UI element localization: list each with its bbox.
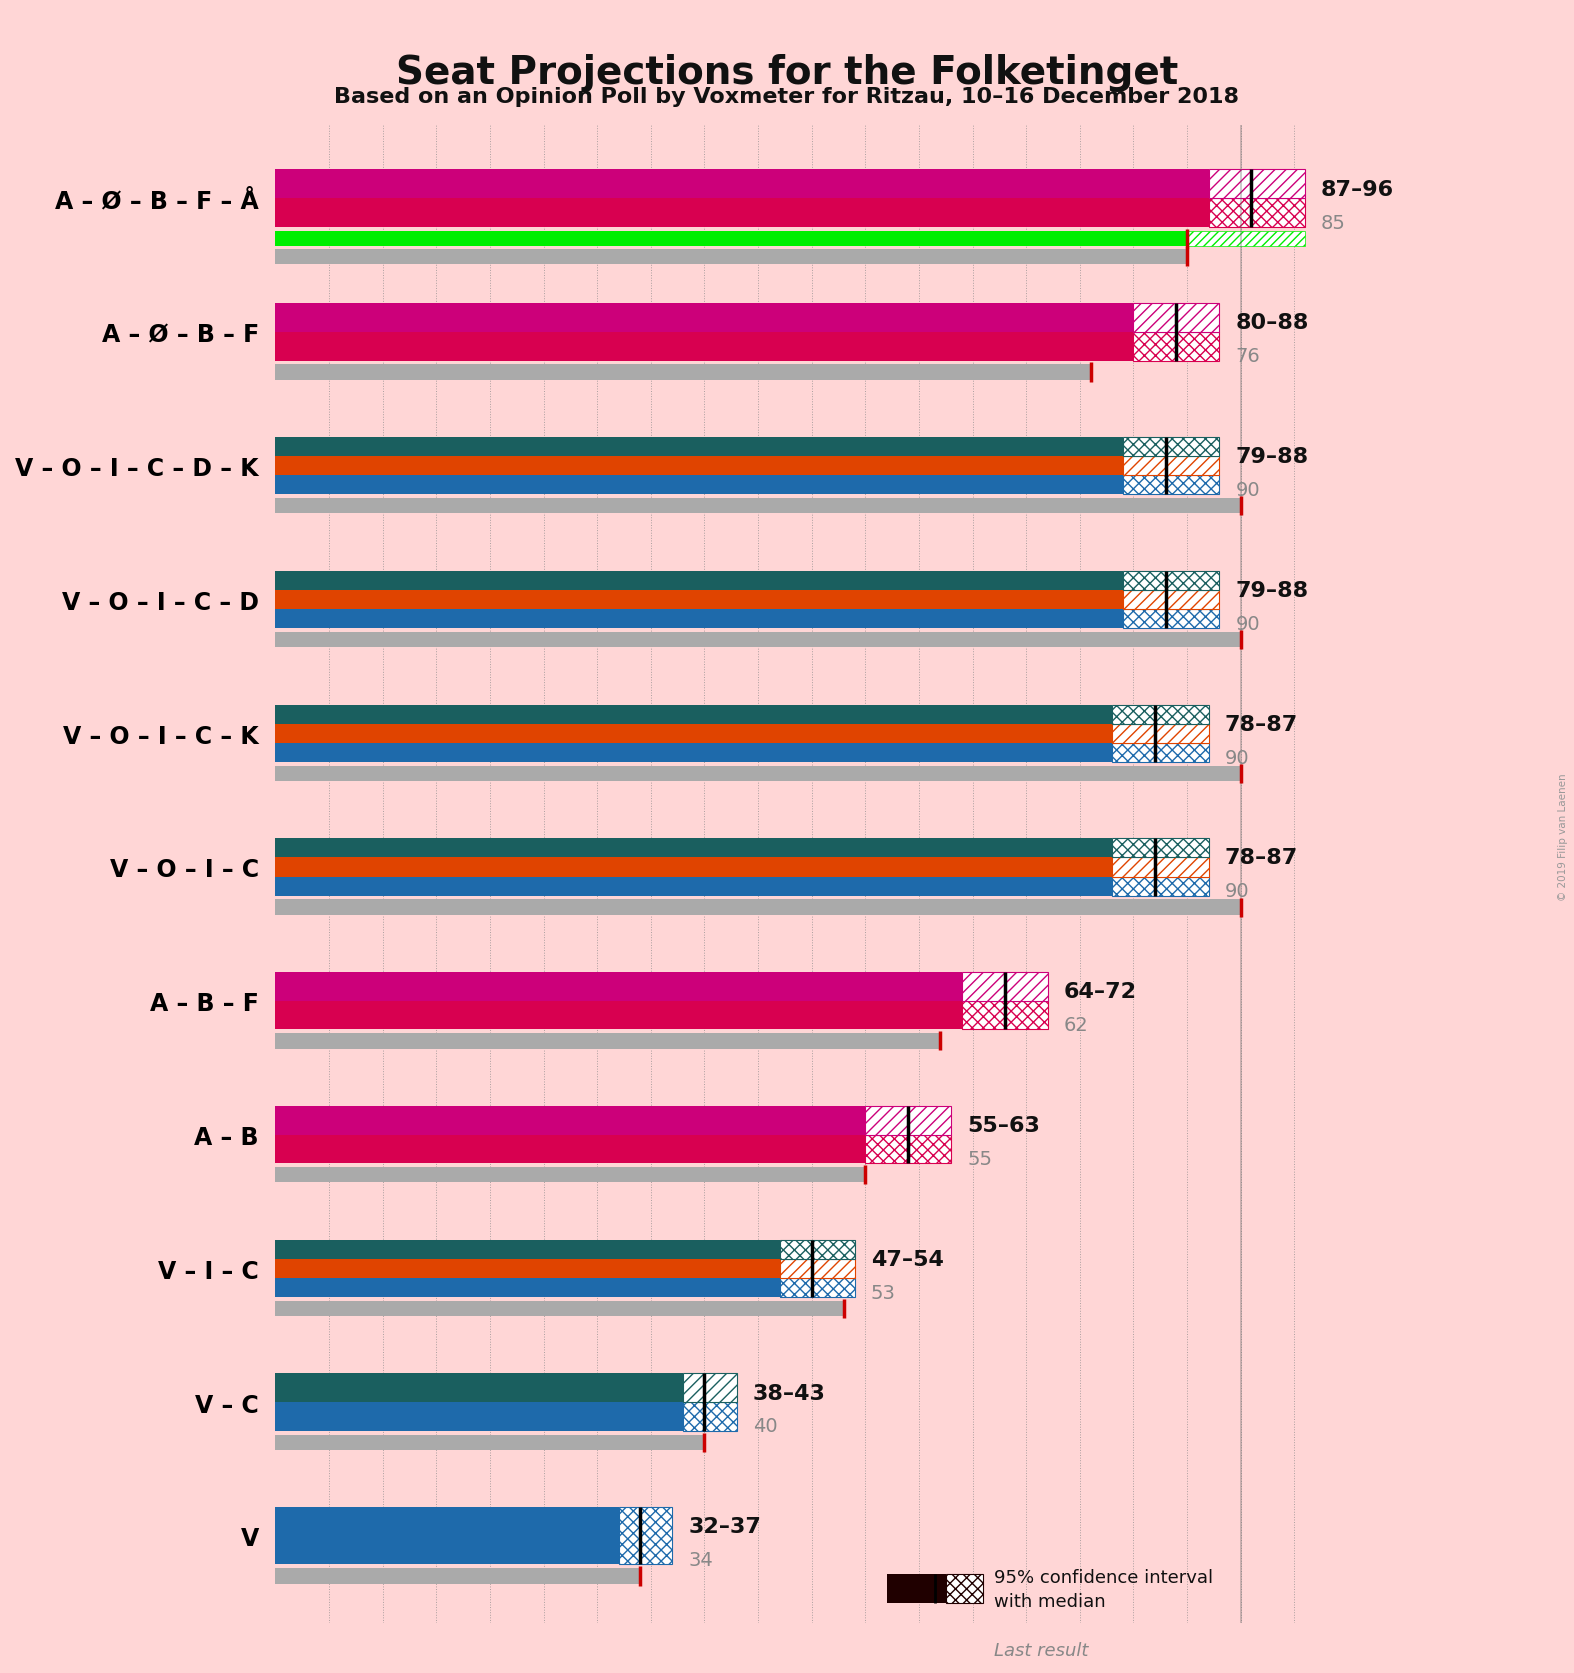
- Bar: [1122, 609, 1220, 629]
- Bar: [1209, 171, 1305, 199]
- Bar: [1122, 591, 1220, 609]
- Bar: [275, 1568, 641, 1584]
- Bar: [1209, 199, 1305, 228]
- Bar: [275, 900, 1240, 915]
- Bar: [275, 1000, 962, 1031]
- Bar: [619, 1507, 672, 1564]
- Bar: [275, 171, 1209, 199]
- Bar: [946, 1574, 984, 1603]
- Bar: [275, 632, 1240, 647]
- Text: 90: 90: [1225, 748, 1250, 768]
- Bar: [1122, 572, 1220, 591]
- Bar: [275, 704, 1111, 724]
- Bar: [275, 1240, 779, 1260]
- Bar: [1133, 304, 1220, 333]
- Bar: [275, 199, 1209, 228]
- Text: 55: 55: [966, 1149, 992, 1168]
- Text: 80–88: 80–88: [1236, 313, 1308, 333]
- Bar: [1122, 457, 1220, 475]
- Bar: [275, 591, 1122, 609]
- Bar: [866, 1106, 951, 1134]
- Text: 90: 90: [1236, 480, 1259, 500]
- Bar: [886, 1636, 984, 1665]
- Text: Seat Projections for the Folketinget: Seat Projections for the Folketinget: [397, 54, 1177, 92]
- Bar: [1111, 838, 1209, 858]
- Bar: [275, 609, 1122, 629]
- Bar: [1133, 333, 1220, 361]
- Bar: [275, 457, 1122, 475]
- Text: 76: 76: [1236, 346, 1261, 366]
- Text: 85: 85: [1321, 214, 1346, 233]
- Bar: [275, 1034, 940, 1049]
- Bar: [1187, 231, 1305, 246]
- Bar: [275, 1507, 619, 1564]
- Text: 40: 40: [752, 1417, 778, 1435]
- Text: Based on an Opinion Poll by Voxmeter for Ritzau, 10–16 December 2018: Based on an Opinion Poll by Voxmeter for…: [335, 87, 1239, 107]
- Bar: [275, 1168, 866, 1183]
- Text: with median: with median: [995, 1591, 1105, 1609]
- Text: 55–63: 55–63: [966, 1116, 1040, 1136]
- Bar: [275, 1134, 866, 1163]
- Bar: [275, 499, 1240, 514]
- Text: Last result: Last result: [995, 1641, 1088, 1660]
- Text: 79–88: 79–88: [1236, 581, 1308, 601]
- Bar: [275, 231, 1187, 246]
- Text: 90: 90: [1236, 614, 1259, 634]
- Bar: [275, 724, 1111, 743]
- Bar: [275, 475, 1122, 495]
- Bar: [683, 1402, 737, 1430]
- Bar: [275, 249, 1187, 264]
- Text: 78–87: 78–87: [1225, 848, 1299, 868]
- Bar: [275, 972, 962, 1000]
- Text: 90: 90: [1225, 882, 1250, 900]
- Bar: [683, 1374, 737, 1402]
- Bar: [275, 1435, 705, 1450]
- Text: 87–96: 87–96: [1321, 179, 1395, 199]
- Text: 32–37: 32–37: [688, 1516, 762, 1536]
- Bar: [779, 1260, 855, 1278]
- Text: 64–72: 64–72: [1064, 982, 1136, 1002]
- Bar: [962, 1000, 1048, 1031]
- Bar: [1111, 743, 1209, 763]
- Bar: [1111, 858, 1209, 877]
- Bar: [275, 365, 1091, 380]
- Bar: [275, 743, 1111, 763]
- Text: 78–87: 78–87: [1225, 714, 1299, 734]
- Bar: [275, 1302, 844, 1317]
- Bar: [275, 1402, 683, 1430]
- Bar: [275, 572, 1122, 591]
- Bar: [779, 1278, 855, 1297]
- Bar: [962, 972, 1048, 1000]
- Bar: [275, 438, 1122, 457]
- Bar: [275, 838, 1111, 858]
- Bar: [1111, 877, 1209, 897]
- Bar: [275, 1106, 866, 1134]
- Bar: [275, 1278, 779, 1297]
- Bar: [1111, 724, 1209, 743]
- Text: © 2019 Filip van Laenen: © 2019 Filip van Laenen: [1558, 773, 1568, 900]
- Bar: [1111, 704, 1209, 724]
- Text: 79–88: 79–88: [1236, 447, 1308, 467]
- Bar: [866, 1134, 951, 1163]
- Bar: [275, 877, 1111, 897]
- Bar: [275, 766, 1240, 781]
- Bar: [275, 333, 1133, 361]
- Bar: [275, 1260, 779, 1278]
- Bar: [275, 1374, 683, 1402]
- Text: 62: 62: [1064, 1016, 1089, 1034]
- Text: 34: 34: [688, 1551, 713, 1569]
- Text: 47–54: 47–54: [870, 1250, 943, 1270]
- Bar: [275, 858, 1111, 877]
- Bar: [779, 1240, 855, 1260]
- Bar: [275, 304, 1133, 333]
- Bar: [1122, 438, 1220, 457]
- Text: 95% confidence interval: 95% confidence interval: [995, 1568, 1214, 1586]
- Bar: [1122, 475, 1220, 495]
- Text: 53: 53: [870, 1283, 896, 1302]
- Text: 38–43: 38–43: [752, 1382, 826, 1402]
- Bar: [886, 1574, 946, 1603]
